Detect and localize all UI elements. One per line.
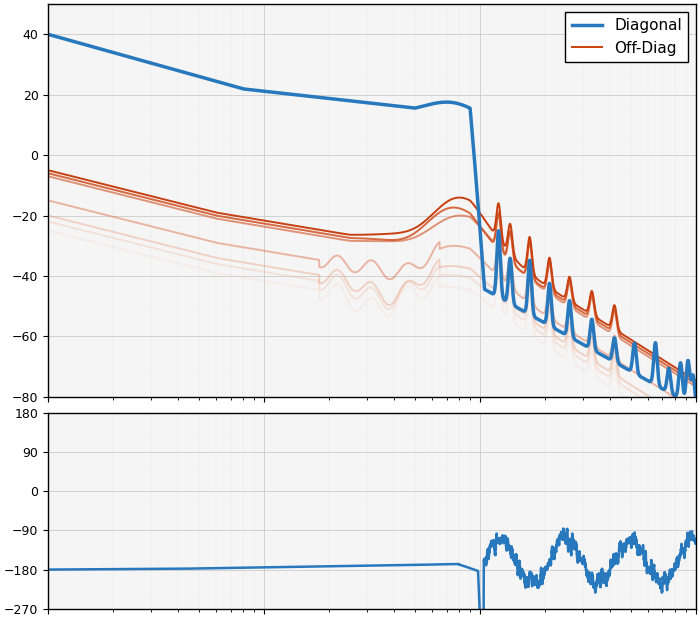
Off-Diag — [524, 301, 533, 308]
Diagonal — [692, 396, 700, 404]
Diagonal — [279, 89, 287, 97]
Diagonal — [76, 40, 85, 47]
Line: Diagonal: Diagonal — [48, 34, 696, 400]
Diagonal — [44, 30, 52, 38]
Off-Diag — [76, 235, 85, 243]
Diagonal — [559, 329, 567, 337]
Off-Diag — [559, 353, 567, 360]
Off-Diag — [456, 284, 464, 292]
Off-Diag — [279, 280, 287, 288]
Diagonal — [524, 271, 533, 278]
Diagonal — [456, 101, 464, 108]
Diagonal — [427, 100, 435, 107]
Legend: Diagonal, Off-Diag: Diagonal, Off-Diag — [566, 12, 688, 61]
Off-Diag — [44, 227, 52, 234]
Line: Off-Diag: Off-Diag — [48, 230, 696, 441]
Off-Diag — [692, 437, 700, 445]
Off-Diag — [427, 284, 435, 292]
